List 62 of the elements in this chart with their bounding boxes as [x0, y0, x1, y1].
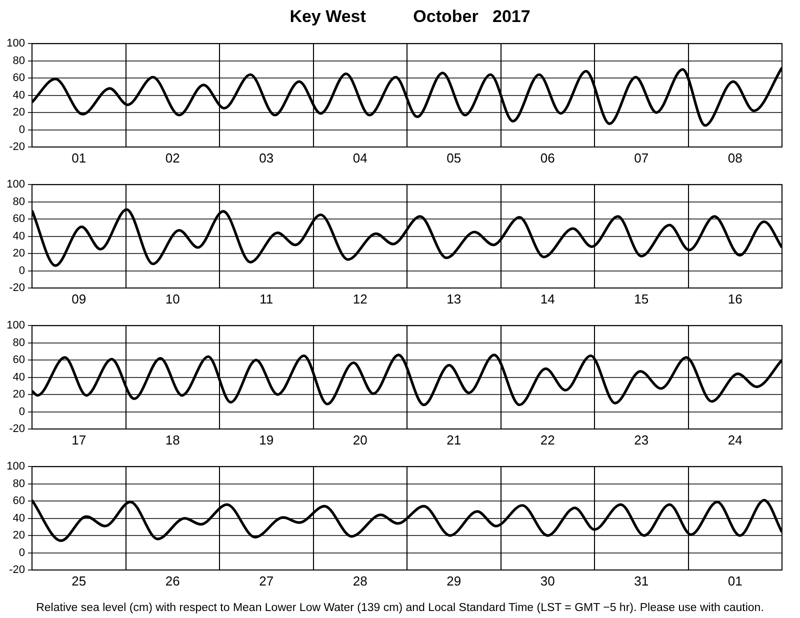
x-tick-label: 10	[165, 291, 180, 306]
y-tick-label: 80	[12, 196, 25, 208]
y-tick-label: 0	[18, 264, 25, 277]
y-tick-label: 0	[18, 124, 25, 136]
x-tick-label: 13	[446, 291, 462, 306]
y-tick-label: 80	[12, 54, 25, 67]
x-tick-label: 09	[72, 291, 86, 306]
y-tick-label: 20	[12, 388, 25, 401]
x-tick-label: 19	[259, 432, 274, 448]
x-tick-label: 07	[634, 150, 649, 166]
x-tick-label: 24	[728, 432, 742, 448]
x-tick-label: 29	[446, 573, 462, 588]
y-tick-label: 40	[12, 89, 25, 102]
y-tick-label: 0	[18, 546, 25, 559]
x-tick-label: 14	[540, 291, 555, 306]
y-tick-label: 0	[18, 406, 25, 418]
x-tick-label: 23	[634, 432, 649, 448]
y-tick-label: 20	[12, 106, 25, 119]
y-tick-label: 60	[12, 213, 25, 226]
y-tick-label: 80	[12, 336, 25, 349]
y-tick-label: 100	[6, 460, 25, 473]
x-tick-label: 20	[352, 432, 368, 448]
x-tick-label: 18	[165, 432, 180, 448]
x-tick-label: 28	[352, 573, 368, 588]
y-tick-label: -20	[9, 564, 25, 576]
x-tick-label: 25	[72, 573, 86, 588]
x-tick-label: 04	[352, 150, 368, 166]
y-tick-label: 100	[6, 38, 25, 50]
x-tick-label: 11	[260, 291, 274, 306]
x-tick-label: 26	[165, 573, 180, 588]
x-tick-label: 16	[728, 291, 742, 306]
x-tick-label: 01	[728, 573, 742, 588]
x-tick-label: 31	[634, 573, 649, 588]
x-tick-label: 02	[165, 150, 180, 166]
x-tick-label: 27	[259, 573, 274, 588]
chart-title: Key West October 2017	[288, 6, 532, 28]
y-tick-label: 20	[12, 530, 25, 542]
y-tick-label: 60	[12, 495, 25, 508]
x-tick-label: 22	[540, 432, 555, 448]
y-tick-label: 20	[12, 248, 25, 260]
x-tick-label: 01	[72, 150, 86, 166]
y-tick-label: -20	[9, 282, 25, 294]
x-tick-label: 21	[446, 432, 462, 448]
y-tick-label: 40	[12, 230, 25, 242]
y-tick-label: 100	[6, 320, 25, 332]
y-tick-label: -20	[9, 423, 25, 436]
y-tick-label: -20	[9, 141, 25, 154]
x-tick-label: 12	[352, 291, 368, 306]
x-tick-label: 06	[540, 150, 555, 166]
y-tick-label: 80	[12, 478, 25, 490]
y-tick-label: 60	[12, 354, 25, 366]
x-tick-label: 15	[634, 291, 649, 306]
y-tick-label: 60	[12, 72, 25, 84]
y-tick-label: 100	[6, 178, 25, 191]
x-tick-label: 30	[540, 573, 555, 588]
x-tick-label: 17	[72, 432, 86, 448]
x-tick-label: 08	[728, 150, 742, 166]
x-tick-label: 03	[259, 150, 274, 166]
x-tick-label: 05	[446, 150, 462, 166]
y-tick-label: 40	[12, 371, 25, 384]
y-tick-label: 40	[12, 512, 25, 524]
text: Relative sea level (cm) with respect to Mean Lower Low Water (139 cm) and Local Standard Time (LST = GMT −5 hr). Please use with caution.	[35, 602, 765, 614]
